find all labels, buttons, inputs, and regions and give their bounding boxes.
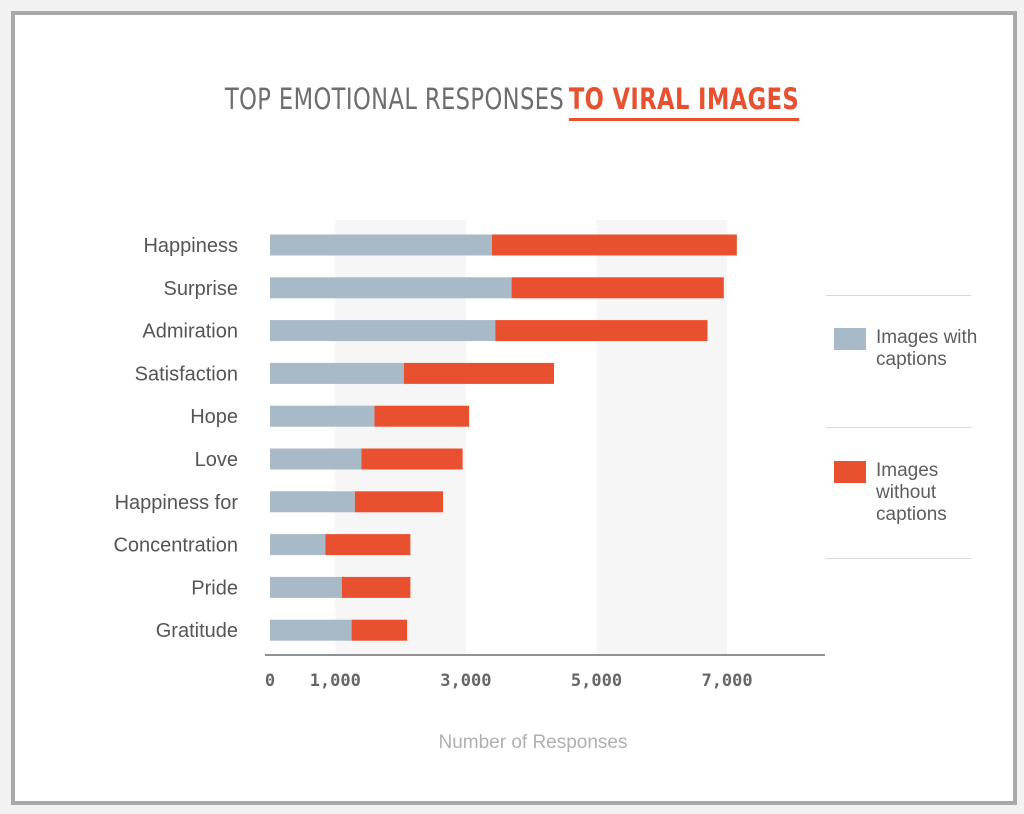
bar-without-captions (341, 576, 411, 598)
chart-title-part2: TO VIRAL IMAGES (568, 82, 800, 121)
chart-frame (11, 11, 1017, 805)
x-axis-label: Number of Responses (438, 732, 627, 753)
bar-without-captions (492, 234, 737, 256)
x-tick-label: 5,000 (571, 671, 622, 691)
x-tick-label: 0 (265, 671, 275, 691)
bar-without-captions (403, 362, 555, 384)
legend-label-without-captions: Images without captions (876, 460, 947, 525)
legend-divider (826, 427, 971, 428)
bar-with-captions (270, 448, 362, 470)
chart-title-part1: TOP EMOTIONAL RESPONSES (224, 82, 565, 116)
legend-divider (826, 295, 971, 296)
category-label: Hope (190, 406, 238, 428)
legend-swatch-without-captions (834, 461, 866, 483)
bar-without-captions (374, 405, 470, 427)
bar-with-captions (270, 277, 512, 299)
bar-with-captions (270, 320, 496, 342)
bar-with-captions (270, 362, 404, 384)
bar-series (270, 234, 737, 641)
bar-without-captions (354, 491, 444, 513)
category-label: Pride (191, 577, 238, 599)
bar-without-captions (325, 534, 411, 556)
category-label: Surprise (164, 278, 238, 300)
category-labels: Happiness Surprise Admiration Satisfaction H… (113, 235, 238, 642)
category-label: Satisfaction (135, 363, 238, 385)
bar-with-captions (270, 491, 355, 513)
bar-with-captions (270, 619, 352, 641)
legend-divider (826, 558, 971, 559)
bar-without-captions (361, 448, 463, 470)
category-label: Gratitude (156, 620, 238, 642)
x-tick-label: 7,000 (701, 671, 752, 691)
category-label: Concentration (113, 535, 238, 557)
x-tick-labels: 0 1,000 3,000 5,000 7,000 (265, 671, 753, 691)
x-tick-label: 1,000 (310, 671, 361, 691)
legend-label-with-captions: Images with captions (876, 327, 978, 370)
category-label: Love (195, 449, 238, 471)
chart-title: TOP EMOTIONAL RESPONSES TO VIRAL IMAGES (113, 82, 912, 121)
legend-swatch-with-captions (834, 328, 866, 350)
bar-with-captions (270, 234, 492, 256)
bar-without-captions (351, 619, 408, 641)
bar-without-captions (495, 320, 708, 342)
category-label: Happiness (143, 235, 238, 257)
category-label: Happiness for (115, 492, 239, 514)
bar-with-captions (270, 405, 375, 427)
category-label: Admiration (142, 321, 238, 343)
bar-without-captions (511, 277, 724, 299)
bar-with-captions (270, 576, 342, 598)
bar-with-captions (270, 534, 326, 556)
x-tick-label: 3,000 (440, 671, 491, 691)
